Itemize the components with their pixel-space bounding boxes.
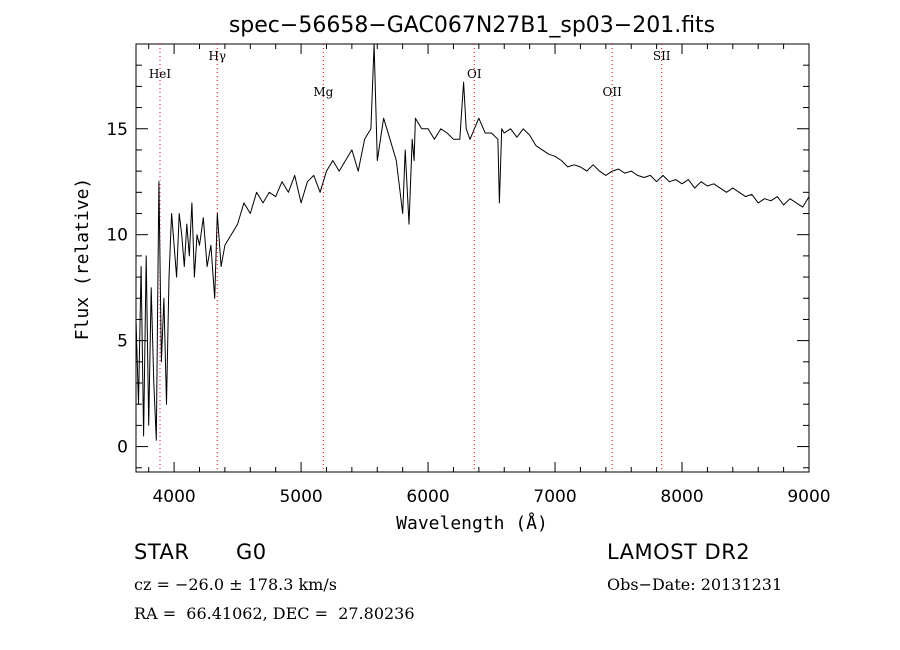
x-tick-label: 5000	[279, 487, 322, 507]
x-axis-label: Wavelength (Å)	[396, 512, 548, 534]
plot-area: HeI Hγ Mg OI OII SII 4000 5000 6000 7000 8000 9000 0…	[106, 43, 831, 507]
y-axis-label: Flux (relative)	[72, 178, 93, 341]
line-marker-label: SII	[653, 49, 671, 63]
spectrum-line	[136, 44, 809, 441]
line-marker-label: HeI	[149, 67, 172, 81]
spectral-subclass: G0	[236, 540, 267, 564]
x-tick-label: 7000	[533, 487, 576, 507]
plot-frame	[135, 43, 810, 473]
y-tick-label: 0	[117, 438, 128, 458]
line-marker-label: OII	[603, 85, 623, 99]
line-marker-label: OI	[467, 67, 482, 81]
x-tick-label: 8000	[660, 487, 703, 507]
line-marker-label: Hγ	[208, 49, 226, 63]
coordinates: RA = 66.41062, DEC = 27.80236	[134, 604, 415, 623]
object-class: STAR	[134, 540, 190, 564]
x-tick-label: 4000	[152, 487, 195, 507]
y-tick-label: 15	[106, 120, 128, 140]
obs-date: Obs−Date: 20131231	[607, 575, 783, 594]
survey-label: LAMOST DR2	[607, 540, 751, 564]
x-tick-label: 6000	[406, 487, 449, 507]
chart-title: spec−56658−GAC067N27B1_sp03−201.fits	[229, 13, 715, 38]
x-tick-label: 9000	[787, 487, 830, 507]
y-tick-label: 10	[106, 226, 128, 246]
redshift-info: cz = −26.0 ± 178.3 km/s	[134, 575, 337, 594]
line-marker-label: Mg	[313, 85, 333, 99]
y-tick-label: 5	[117, 332, 128, 352]
